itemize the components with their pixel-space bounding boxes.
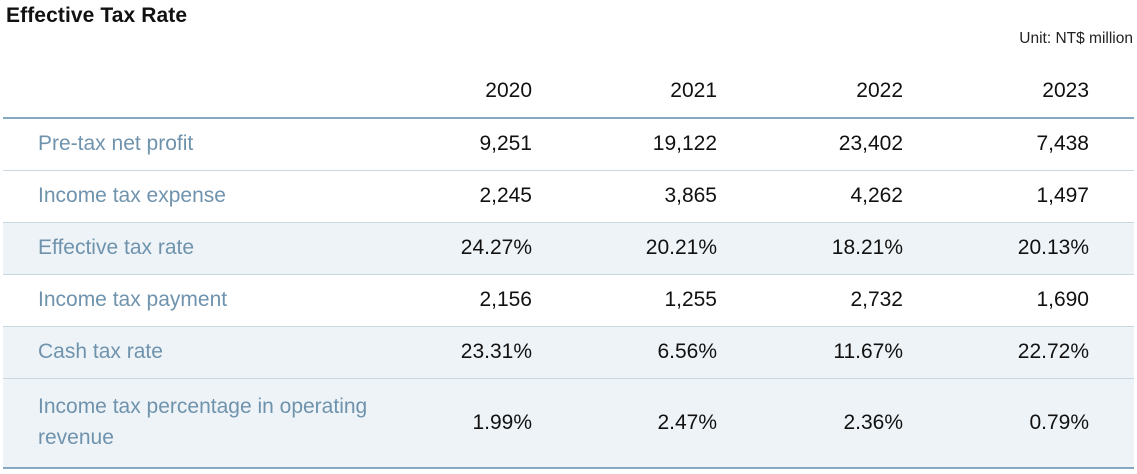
row-label: Cash tax rate [3,326,381,379]
cell-2021: 20.21% [546,222,731,275]
cell-2023: 20.13% [916,222,1134,275]
cell-2020: 9,251 [381,118,546,171]
cell-2020: 24.27% [381,222,546,275]
row-label: Income tax expense [3,170,381,223]
column-header-2020: 2020 [381,65,546,119]
row-label: Effective tax rate [3,222,381,275]
cell-2022: 18.21% [731,222,916,275]
cell-2022: 2,732 [731,274,916,327]
cell-2020: 23.31% [381,326,546,379]
column-header-2023: 2023 [916,65,1134,119]
row-label: Income tax payment [3,274,381,327]
cell-2021: 6.56% [546,326,731,379]
column-header-2022: 2022 [731,65,916,119]
table-row-income-tax-expense: Income tax expense 2,245 3,865 4,262 1,4… [3,170,1134,223]
header-label-blank [3,65,381,119]
table-row-income-tax-payment: Income tax payment 2,156 1,255 2,732 1,6… [3,274,1134,327]
cell-2022: 11.67% [731,326,916,379]
row-label: Pre-tax net profit [3,118,381,171]
table-row-cash-tax-rate: Cash tax rate 23.31% 6.56% 11.67% 22.72% [3,326,1134,379]
cell-2022: 4,262 [731,170,916,223]
page-title: Effective Tax Rate [6,4,188,27]
table-row-effective-tax-rate: Effective tax rate 24.27% 20.21% 18.21% … [3,222,1134,275]
table-row-income-tax-percentage: Income tax percentage in operating reven… [3,378,1134,469]
cell-2020: 2,245 [381,170,546,223]
cell-2021: 19,122 [546,118,731,171]
cell-2021: 2.47% [546,378,731,469]
cell-2022: 23,402 [731,118,916,171]
table-header: 2020 2021 2022 2023 [3,65,1134,119]
tax-table: 2020 2021 2022 2023 Pre-tax net profit 9… [3,65,1134,469]
cell-2021: 1,255 [546,274,731,327]
cell-2020: 1.99% [381,378,546,469]
row-label: Income tax percentage in operating reven… [3,378,381,469]
table-row-pretax-net-profit: Pre-tax net profit 9,251 19,122 23,402 7… [3,118,1134,171]
cell-2023: 22.72% [916,326,1134,379]
cell-2023: 7,438 [916,118,1134,171]
cell-2021: 3,865 [546,170,731,223]
cell-2023: 0.79% [916,378,1134,469]
column-header-2021: 2021 [546,65,731,119]
unit-label: Unit: NT$ million [1019,30,1133,47]
cell-2023: 1,497 [916,170,1134,223]
cell-2022: 2.36% [731,378,916,469]
cell-2023: 1,690 [916,274,1134,327]
cell-2020: 2,156 [381,274,546,327]
